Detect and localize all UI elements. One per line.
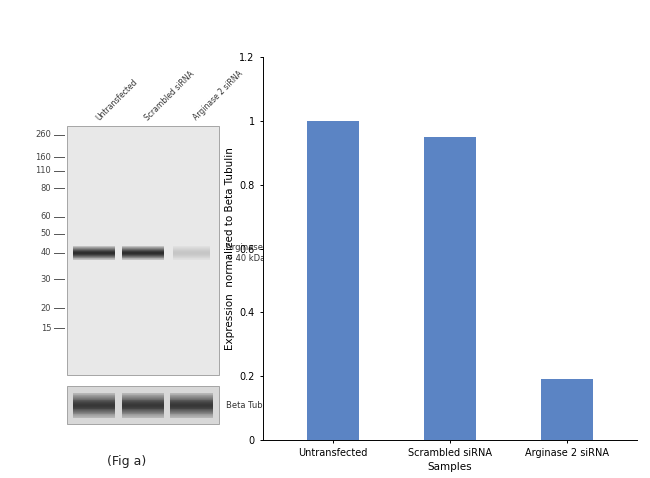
Text: 40: 40	[41, 249, 51, 258]
Bar	[67, 126, 219, 375]
Bar	[170, 406, 213, 407]
Bar	[122, 417, 164, 418]
Bar	[122, 399, 164, 400]
Bar	[73, 407, 116, 408]
Text: Untransfected: Untransfected	[94, 77, 139, 122]
Bar	[170, 412, 213, 413]
X-axis label: Samples: Samples	[428, 462, 473, 472]
Text: 15: 15	[41, 324, 51, 333]
Text: 50: 50	[41, 229, 51, 238]
Text: 30: 30	[40, 274, 51, 283]
Bar	[122, 402, 164, 403]
Bar	[122, 413, 164, 414]
Bar	[122, 407, 164, 408]
Text: Arginase 2 siRNA: Arginase 2 siRNA	[191, 69, 244, 122]
Bar	[170, 404, 213, 405]
Text: 20: 20	[41, 304, 51, 313]
Bar	[73, 405, 116, 406]
Bar	[67, 386, 219, 424]
Bar	[170, 411, 213, 412]
Bar	[170, 415, 213, 416]
Text: 60: 60	[40, 212, 51, 221]
Bar	[170, 400, 213, 401]
Bar	[424, 137, 476, 440]
Bar	[122, 395, 164, 396]
Bar	[122, 404, 164, 405]
Bar	[122, 403, 164, 404]
Bar	[170, 397, 213, 398]
Bar	[73, 403, 116, 404]
Bar	[73, 402, 116, 403]
Bar	[170, 396, 213, 397]
Bar	[170, 399, 213, 400]
Bar	[73, 408, 116, 409]
Bar	[170, 394, 213, 395]
Bar	[73, 395, 116, 396]
Bar	[170, 393, 213, 394]
Bar	[170, 410, 213, 411]
Bar	[170, 403, 213, 404]
Bar	[122, 397, 164, 398]
Text: Arginase 2
~ 40 kDa: Arginase 2 ~ 40 kDa	[226, 243, 271, 262]
Text: Beta Tubulin: Beta Tubulin	[226, 401, 278, 410]
Text: (Fig a): (Fig a)	[107, 455, 147, 468]
Bar	[170, 408, 213, 409]
Bar	[122, 410, 164, 411]
Bar	[170, 407, 213, 408]
Text: 160: 160	[35, 153, 51, 162]
Bar	[73, 401, 116, 402]
Bar	[73, 415, 116, 416]
Bar	[122, 398, 164, 399]
Text: Scrambled siRNA: Scrambled siRNA	[143, 69, 196, 122]
Bar	[122, 396, 164, 397]
Bar	[307, 121, 359, 440]
Text: 260: 260	[35, 130, 51, 140]
Bar	[73, 394, 116, 395]
Bar	[73, 411, 116, 412]
Bar	[73, 404, 116, 405]
Bar	[73, 416, 116, 417]
Bar	[73, 413, 116, 414]
Bar	[122, 405, 164, 406]
Bar	[122, 415, 164, 416]
Text: 110: 110	[35, 166, 51, 175]
Y-axis label: Expression  normalized to Beta Tubulin: Expression normalized to Beta Tubulin	[226, 147, 235, 350]
Bar	[122, 393, 164, 394]
Bar	[122, 416, 164, 417]
Bar	[170, 409, 213, 410]
Bar	[122, 406, 164, 407]
Bar	[170, 402, 213, 403]
Bar	[170, 414, 213, 415]
Bar	[122, 412, 164, 413]
Bar	[170, 405, 213, 406]
Bar	[73, 412, 116, 413]
Bar	[73, 398, 116, 399]
Bar	[73, 410, 116, 411]
Bar	[73, 396, 116, 397]
Bar	[73, 409, 116, 410]
Bar	[170, 398, 213, 399]
Bar	[73, 393, 116, 394]
Bar	[122, 401, 164, 402]
Bar	[122, 409, 164, 410]
Bar	[122, 400, 164, 401]
Text: 80: 80	[40, 184, 51, 193]
Bar	[170, 417, 213, 418]
Bar	[73, 414, 116, 415]
Bar	[170, 416, 213, 417]
Bar	[73, 399, 116, 400]
Bar	[170, 401, 213, 402]
Bar	[541, 379, 593, 440]
Bar	[73, 400, 116, 401]
Bar	[73, 397, 116, 398]
Bar	[73, 406, 116, 407]
Bar	[122, 414, 164, 415]
Bar	[170, 413, 213, 414]
Bar	[122, 394, 164, 395]
Bar	[170, 395, 213, 396]
Bar	[122, 411, 164, 412]
Bar	[122, 408, 164, 409]
Bar	[73, 417, 116, 418]
